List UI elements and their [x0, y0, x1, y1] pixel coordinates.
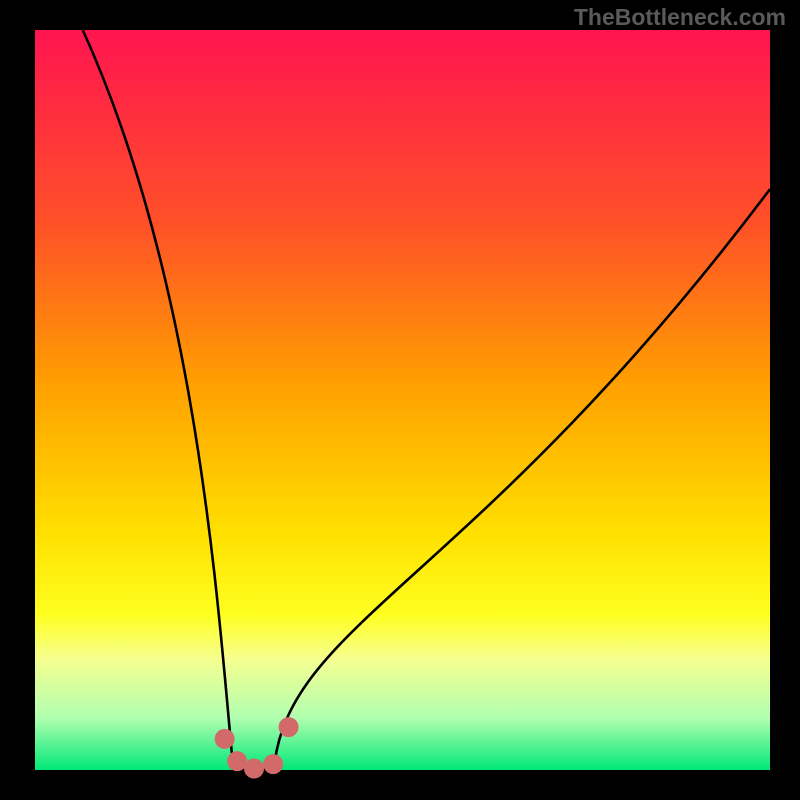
- marker-dot: [279, 717, 299, 737]
- chart-container: TheBottleneck.com: [0, 0, 800, 800]
- marker-dot: [263, 754, 283, 774]
- bottleneck-curve: [83, 30, 770, 770]
- chart-svg-overlay: [0, 0, 800, 800]
- marker-dot: [215, 729, 235, 749]
- curve-markers: [215, 717, 299, 778]
- marker-dot: [244, 759, 264, 779]
- watermark-text: TheBottleneck.com: [574, 4, 786, 31]
